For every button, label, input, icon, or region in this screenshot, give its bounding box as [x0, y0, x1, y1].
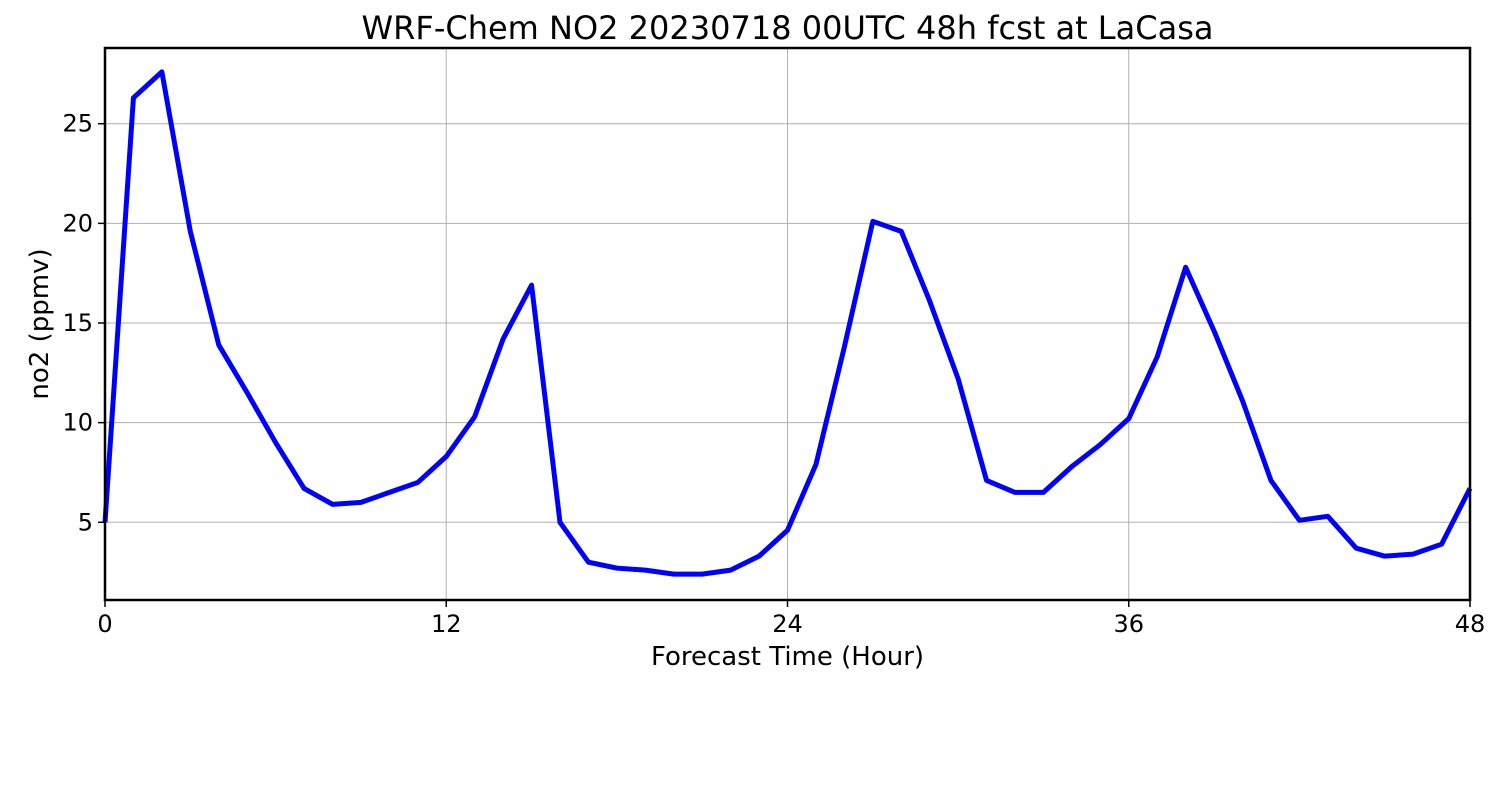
x-axis-label: Forecast Time (Hour)	[651, 642, 924, 672]
x-tick-label: 36	[1113, 610, 1144, 638]
y-tick-label: 25	[62, 110, 93, 138]
y-axis-label: no2 (ppmv)	[25, 248, 55, 399]
chart-title: WRF-Chem NO2 20230718 00UTC 48h fcst at …	[362, 9, 1214, 47]
axis-ticks: 0 12 24 36 48 5 10 15 20 25	[62, 110, 1485, 638]
y-tick-label: 5	[78, 508, 93, 536]
grid-lines	[104, 48, 1471, 600]
x-tick-label: 12	[431, 610, 462, 638]
y-tick-label: 10	[62, 409, 93, 437]
y-tick-label: 20	[62, 209, 93, 237]
x-tick-label: 48	[1455, 610, 1486, 638]
x-tick-label: 0	[97, 610, 112, 638]
series-layer	[102, 69, 1473, 577]
series-line	[102, 69, 1473, 577]
x-tick-label: 24	[772, 610, 803, 638]
y-tick-label: 15	[62, 309, 93, 337]
